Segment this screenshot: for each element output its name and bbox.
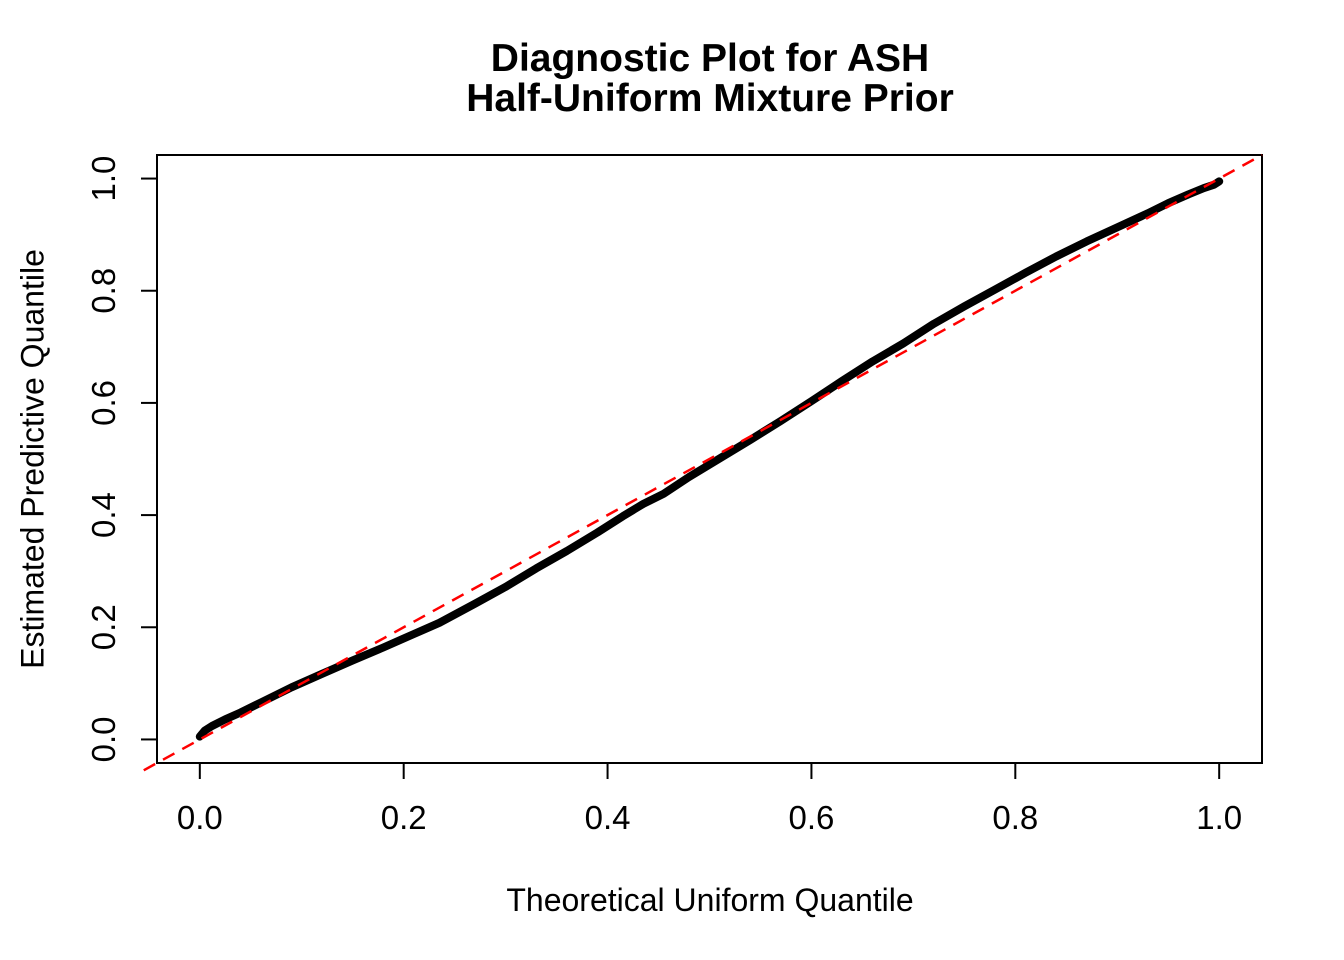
x-axis-tick-label: 0.4 bbox=[585, 799, 631, 836]
plot-box bbox=[156, 154, 1263, 764]
quantile-point-band bbox=[195, 177, 1224, 741]
y-axis-tick-label: 0.6 bbox=[85, 380, 122, 426]
x-axis-tick-label: 1.0 bbox=[1196, 799, 1242, 836]
x-axis-tick-label: 0.6 bbox=[788, 799, 834, 836]
x-axis-tick-label: 0.8 bbox=[992, 799, 1038, 836]
y-axis-tick-label: 1.0 bbox=[85, 156, 122, 202]
chart-title-line-2: Half-Uniform Mixture Prior bbox=[466, 77, 954, 120]
y-axis-tick-label: 0.2 bbox=[85, 604, 122, 650]
chart-title: Diagnostic Plot for ASH Half-Uniform Mix… bbox=[466, 39, 954, 119]
y-axis-title: Estimated Predictive Quantile bbox=[14, 249, 51, 669]
chart-title-line-1: Diagnostic Plot for ASH bbox=[490, 37, 930, 80]
reference-diagonal-line bbox=[143, 153, 1263, 772]
y-axis-tick-label: 0.0 bbox=[85, 717, 122, 763]
x-axis-title: Theoretical Uniform Quantile bbox=[506, 882, 914, 918]
y-axis-tick-label: 0.4 bbox=[85, 492, 122, 538]
x-axis-tick-label: 0.0 bbox=[177, 799, 223, 836]
x-axis-tick-label: 0.2 bbox=[381, 799, 427, 836]
y-axis-tick-label: 0.8 bbox=[85, 268, 122, 314]
